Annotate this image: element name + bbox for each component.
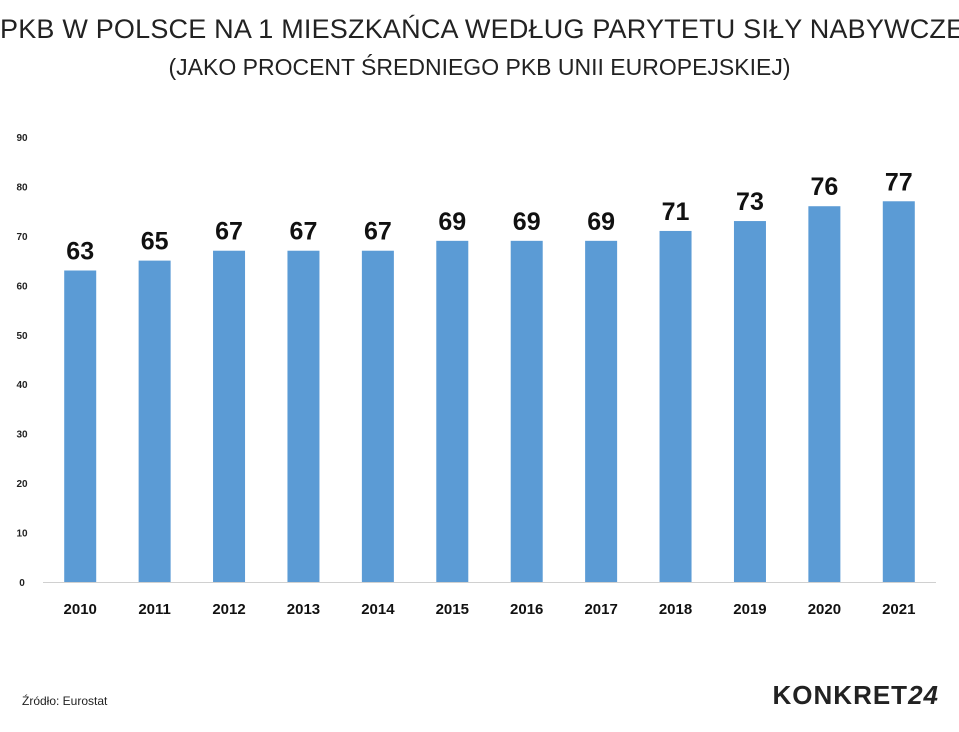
x-tick-label-2020: 2020 [808, 601, 841, 618]
x-tick-label-2017: 2017 [584, 601, 617, 618]
x-axis: 2010 2011 2012 2013 2014 2015 2016 2017 2018 2019… [43, 582, 936, 618]
y-axis: 0 10 20 30 40 50 60 70 80 90 [16, 133, 28, 589]
y-tick-label: 80 [16, 182, 28, 193]
y-tick-label: 10 [16, 529, 28, 540]
data-label-2016: 69 [513, 208, 541, 236]
data-label-2018: 71 [662, 198, 690, 226]
y-tick-label: 50 [16, 331, 28, 342]
x-tick-label-2015: 2015 [436, 601, 469, 618]
x-tick-label-2021: 2021 [882, 601, 915, 618]
konkret24-logo: KONKRET24 [773, 680, 939, 711]
data-label-2015: 69 [438, 208, 466, 236]
bar-2020 [808, 206, 841, 582]
bar-2017 [585, 240, 618, 583]
x-tick-label-2016: 2016 [510, 601, 543, 618]
data-label-2021: 77 [885, 168, 913, 196]
data-label-2011: 65 [141, 228, 169, 256]
y-tick-label: 90 [16, 133, 28, 144]
y-tick-label: 30 [16, 430, 28, 441]
data-label-2017: 69 [587, 208, 615, 236]
y-tick-label: 40 [16, 380, 28, 391]
data-label-2014: 67 [364, 218, 392, 246]
x-tick-label-2014: 2014 [361, 601, 395, 618]
data-labels: 63 65 67 67 67 69 69 69 71 73 76 77 [66, 168, 912, 265]
chart-title: PKB W POLSCE NA 1 MIESZKAŃCA WEDŁUG PARY… [0, 14, 959, 44]
logo-text: KONKRET [772, 680, 909, 710]
bar-2021 [882, 201, 915, 582]
bar-2019 [733, 221, 766, 583]
bar-2014 [361, 250, 394, 582]
x-tick-label-2011: 2011 [138, 601, 171, 618]
y-tick-label: 20 [16, 479, 28, 490]
bars [64, 201, 915, 583]
x-tick-label-2010: 2010 [64, 601, 97, 618]
bar-2015 [436, 240, 469, 583]
source-note: Źródło: Eurostat [22, 694, 108, 708]
x-tick-label-2018: 2018 [659, 601, 692, 618]
y-tick-label: 60 [16, 281, 28, 292]
x-tick-label-2013: 2013 [287, 601, 320, 618]
bar-chart: 0 10 20 30 40 50 60 70 80 90 63 65 67 67 67 69 69 69 71 73… [16, 133, 936, 618]
data-label-2020: 76 [810, 173, 838, 201]
bar-2012 [213, 250, 246, 582]
chart-subtitle: (JAKO PROCENT ŚREDNIEGO PKB UNII EUROPEJ… [168, 54, 791, 80]
x-tick-label-2019: 2019 [733, 601, 766, 618]
data-label-2010: 63 [66, 238, 94, 266]
bar-2010 [64, 270, 97, 582]
bar-2013 [287, 250, 320, 582]
x-tick-label-2012: 2012 [212, 601, 245, 618]
logo-number: 24 [908, 680, 939, 710]
y-tick-label: 0 [19, 578, 25, 589]
data-label-2019: 73 [736, 188, 764, 216]
bar-2016 [510, 240, 543, 583]
bar-2018 [659, 230, 692, 582]
data-label-2013: 67 [290, 218, 318, 246]
y-tick-label: 70 [16, 232, 28, 243]
data-label-2012: 67 [215, 218, 243, 246]
bar-2011 [138, 260, 171, 582]
